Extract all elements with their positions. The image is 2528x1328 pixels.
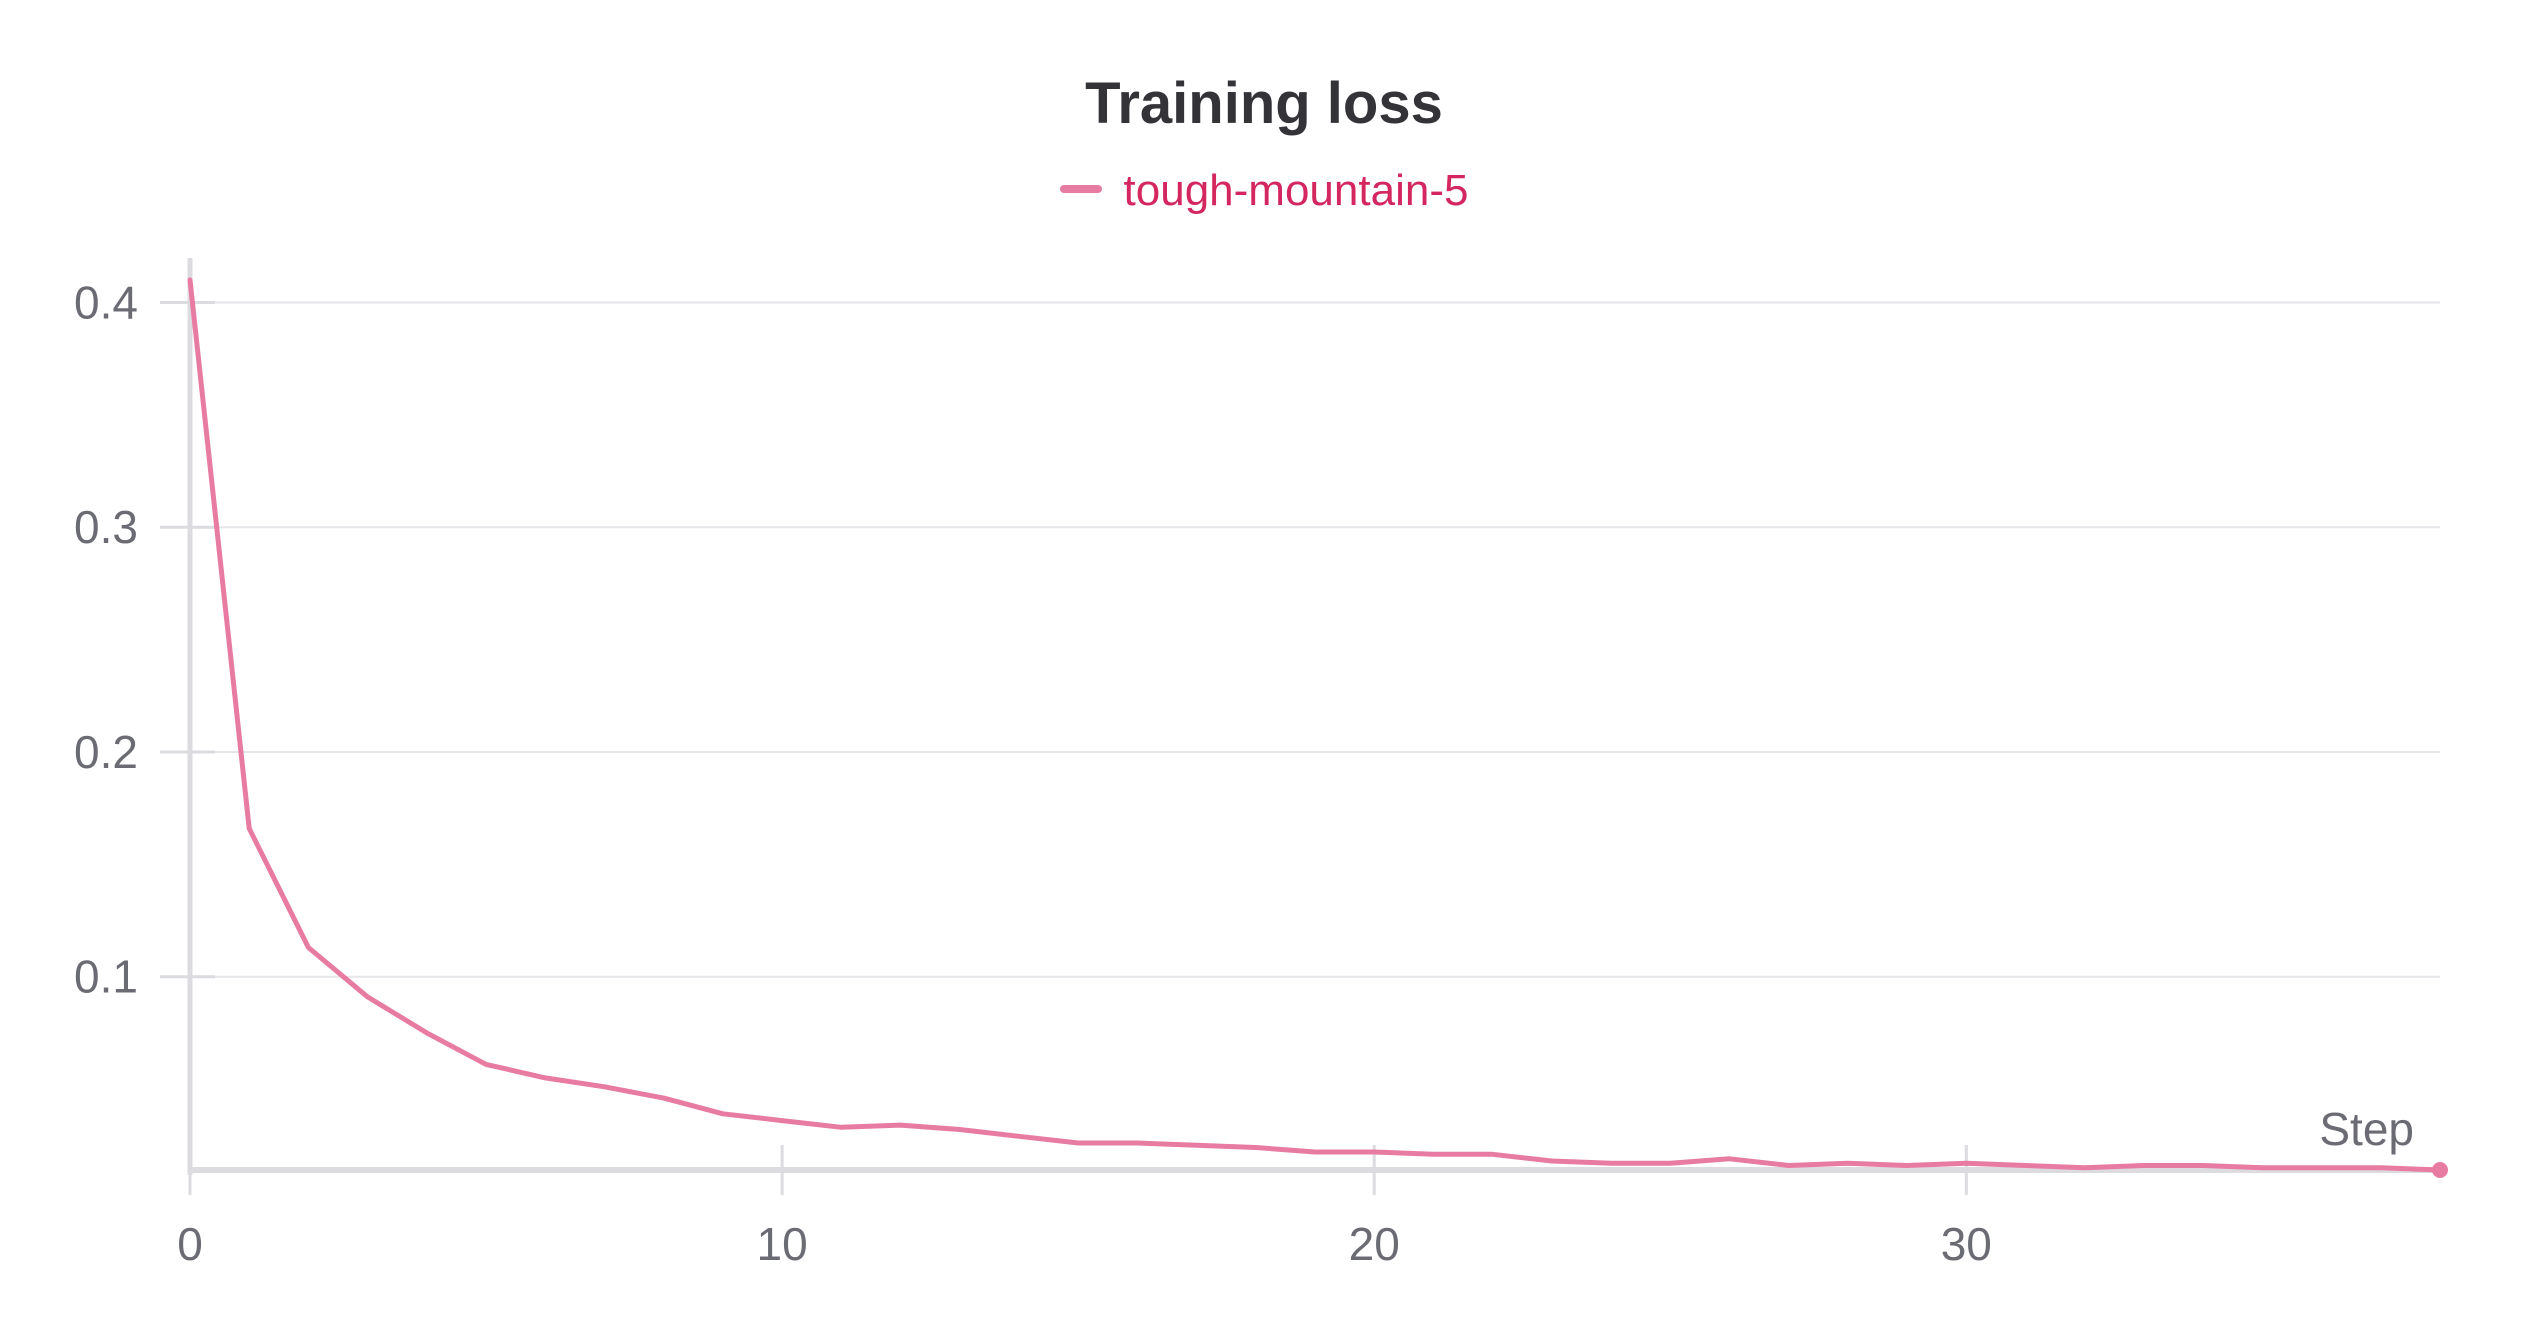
y-tick-label: 0.3	[74, 501, 138, 553]
series-line	[187, 277, 2443, 1173]
legend-label: tough-mountain-5	[1123, 166, 1469, 215]
y-tick-label: 0.4	[74, 276, 138, 328]
y-tick-label: 0.2	[74, 726, 138, 778]
x-axis-label: Step	[2319, 1103, 2414, 1155]
y-tick-label: 0.1	[74, 951, 138, 1003]
x-tick-label: 10	[757, 1218, 808, 1270]
legend-swatch	[1059, 185, 1102, 194]
x-tick-label: 30	[1941, 1218, 1992, 1270]
series-end-point	[2432, 1162, 2448, 1178]
legend[interactable]: tough-mountain-5	[0, 166, 2528, 216]
x-tick-label: 20	[1349, 1218, 1400, 1270]
chart-title: Training loss	[1085, 71, 1443, 136]
x-tick-label: 0	[177, 1218, 203, 1270]
